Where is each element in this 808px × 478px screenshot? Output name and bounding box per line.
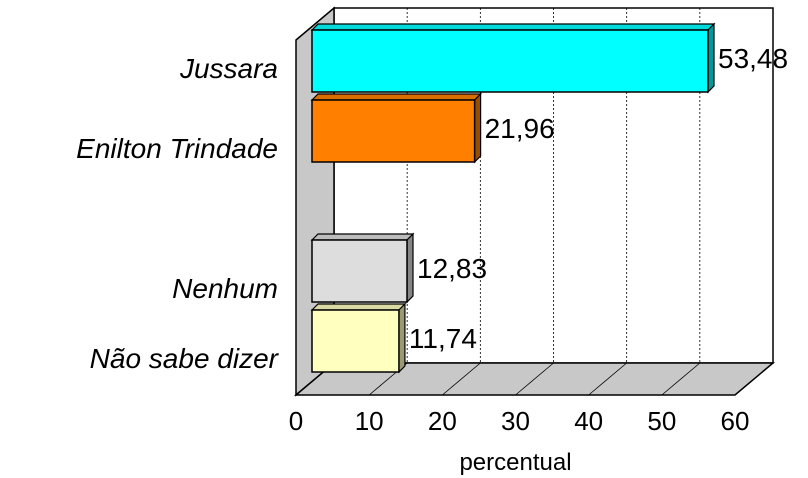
category-label: Não sabe dizer — [90, 343, 280, 374]
category-label: Jussara — [179, 53, 278, 84]
bars — [310, 22, 716, 374]
x-tick-label: 20 — [428, 406, 457, 436]
bar — [311, 99, 476, 163]
category-label: Nenhum — [172, 273, 278, 304]
bar — [311, 29, 709, 93]
x-axis-title: percentual — [459, 449, 571, 476]
floor-gridline — [588, 362, 627, 396]
bar-side — [406, 232, 414, 304]
x-tick-label: 60 — [721, 406, 750, 436]
floor-gridline — [442, 362, 481, 396]
bar-top — [310, 233, 415, 241]
bar-side — [398, 302, 406, 374]
bar-top — [310, 23, 716, 31]
floor-gridline — [661, 362, 701, 396]
bar-side — [474, 92, 482, 164]
value-label: 53,48 — [718, 43, 788, 74]
value-label: 12,83 — [417, 253, 487, 284]
bar — [311, 309, 400, 373]
bar — [311, 239, 408, 303]
bar-side — [707, 22, 715, 94]
floor-gridline — [515, 362, 554, 396]
bar-top — [310, 303, 407, 311]
x-tick-label: 40 — [574, 406, 603, 436]
x-tick-label: 30 — [501, 406, 530, 436]
floor-gridline — [734, 362, 774, 396]
category-label: Enilton Trindade — [76, 133, 278, 164]
x-tick-label: 0 — [289, 406, 303, 436]
value-label: 11,74 — [409, 323, 477, 354]
labels: 0 10 20 30 40 50 60 53,48 21,96 12,83 11,74 Jussara… — [76, 43, 788, 436]
x-tick-label: 50 — [647, 406, 676, 436]
bar-top — [310, 93, 483, 101]
value-label: 21,96 — [485, 113, 555, 144]
x-tick-label: 10 — [355, 406, 384, 436]
